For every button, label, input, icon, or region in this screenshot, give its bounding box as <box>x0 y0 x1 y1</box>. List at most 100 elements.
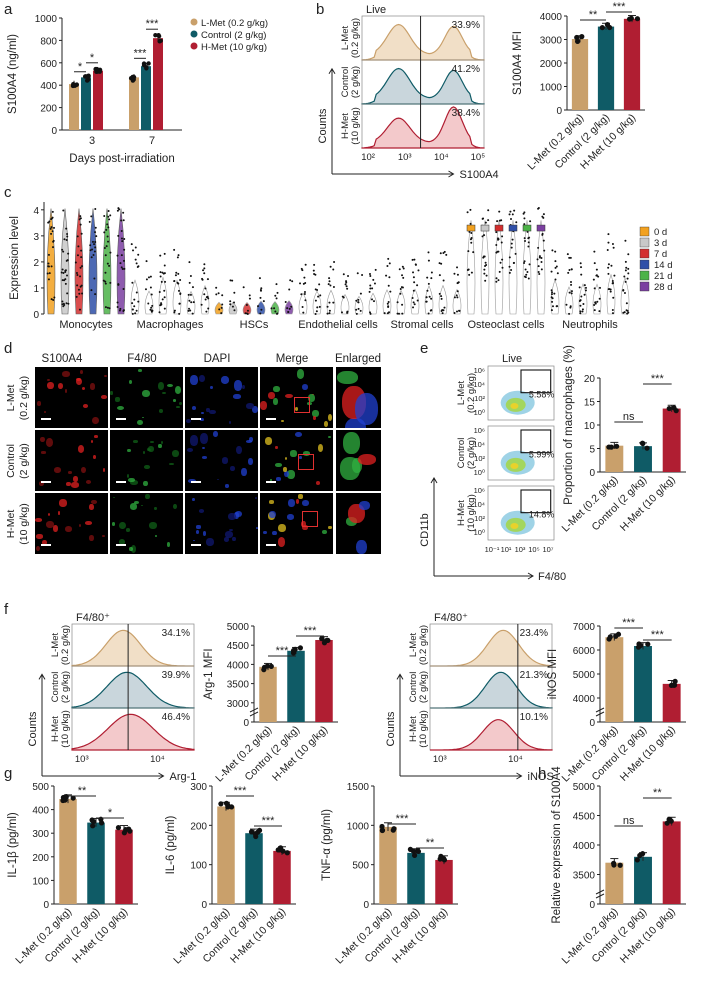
data-point <box>640 851 646 857</box>
cell-point <box>242 286 245 289</box>
cell-point <box>244 312 247 315</box>
y-tick-label: 3 <box>33 232 39 243</box>
cell-point <box>200 303 203 306</box>
bar <box>634 646 652 722</box>
micrograph-tile <box>185 493 258 554</box>
data-point <box>634 16 641 22</box>
cell-point <box>508 213 511 216</box>
cell-point <box>626 277 629 280</box>
cell-point <box>440 262 443 265</box>
legend-label: 14 d <box>654 260 673 271</box>
violin <box>186 290 196 315</box>
cell-point <box>63 238 66 241</box>
bar <box>153 38 163 130</box>
cell-point <box>400 286 403 289</box>
bar <box>69 84 79 130</box>
fluorescence-signal <box>149 522 157 529</box>
cell-point <box>161 271 164 274</box>
cell-point <box>387 257 390 260</box>
cell-point <box>401 274 404 277</box>
data-point <box>153 32 158 38</box>
fluorescence-signal <box>81 386 86 391</box>
cell-point <box>135 262 138 265</box>
panel-letter: g <box>4 765 12 782</box>
cell-point <box>622 311 625 314</box>
fluorescence-signal <box>301 384 309 391</box>
fluorescence-signal <box>354 392 379 426</box>
cell-point <box>624 280 627 283</box>
cell-point <box>568 291 571 294</box>
cell-point <box>570 290 573 293</box>
violin <box>172 279 182 315</box>
cell-point <box>50 298 53 301</box>
cell-point <box>204 287 207 290</box>
violin <box>284 300 294 315</box>
cell-point <box>368 273 371 276</box>
cell-point <box>355 312 358 315</box>
cell-type-label: Monocytes <box>59 319 113 331</box>
cell-point <box>526 230 529 233</box>
cell-point <box>550 270 553 273</box>
cell-point <box>538 273 541 276</box>
cell-point <box>425 296 428 299</box>
data-point <box>60 797 66 804</box>
y-axis-label: Proportion of macrophages (%) <box>563 345 575 505</box>
cell-point <box>411 297 414 300</box>
cell-point <box>430 271 433 274</box>
cell-point <box>361 274 364 277</box>
cell-point <box>312 269 315 272</box>
violin <box>466 220 476 315</box>
cell-point <box>259 289 262 292</box>
y-tick-label: 4000 <box>573 841 596 852</box>
cell-point <box>107 215 110 218</box>
cell-point <box>607 241 610 244</box>
y-axis-label: Arg-1 MFI <box>203 648 215 699</box>
cell-point <box>150 293 153 296</box>
bar <box>605 862 624 904</box>
cell-point <box>74 261 77 264</box>
y-tick-label: 20 <box>584 374 596 385</box>
histogram-curve <box>361 67 485 105</box>
fluorescence-signal <box>88 535 94 542</box>
cell-point <box>260 287 263 290</box>
fluorescence-signal <box>129 502 138 510</box>
cell-point <box>627 253 630 256</box>
panel-e: e Live 5.58% 10⁶ 10⁴ 10² 10⁰ L-Met (0.2 g/kg) 5.9… <box>419 340 686 583</box>
y-tick-label: 5000 <box>573 670 596 681</box>
cell-point <box>50 232 53 235</box>
cell-point <box>191 312 194 315</box>
cell-point <box>116 305 119 308</box>
cell-point <box>160 280 163 283</box>
x-axis-label: S100A4 <box>460 169 499 181</box>
density-peak <box>510 462 519 469</box>
cell-point <box>369 284 372 287</box>
row-label: H-Met <box>340 113 351 139</box>
cell-point <box>120 237 123 240</box>
fluorescence-signal <box>247 457 253 465</box>
fluorescence-signal <box>133 439 138 443</box>
cell-point <box>314 299 317 302</box>
y-tick-label: 10⁰ <box>474 468 485 477</box>
cell-point <box>582 303 585 306</box>
cell-point <box>287 311 290 314</box>
cell-point <box>62 271 65 274</box>
cell-point <box>94 241 97 244</box>
y-axis-label: IL-1β (pg/ml) <box>7 812 19 878</box>
cell-point <box>389 290 392 293</box>
cell-point <box>356 272 359 275</box>
violin-marker <box>494 224 504 232</box>
cell-point <box>580 273 583 276</box>
row-label: (2 g/kg) <box>60 671 71 703</box>
cell-point <box>611 312 614 315</box>
cell-point <box>608 288 611 291</box>
cell-point <box>483 234 486 237</box>
cell-point <box>387 301 390 304</box>
cell-point <box>611 279 614 282</box>
y-tick-label: 15 <box>584 398 596 409</box>
cell-point <box>48 272 51 275</box>
y-tick-label: 3500 <box>227 680 250 691</box>
cell-point <box>53 226 56 229</box>
cell-point <box>173 309 176 312</box>
cell-point <box>469 222 472 225</box>
cell-point <box>187 309 190 312</box>
